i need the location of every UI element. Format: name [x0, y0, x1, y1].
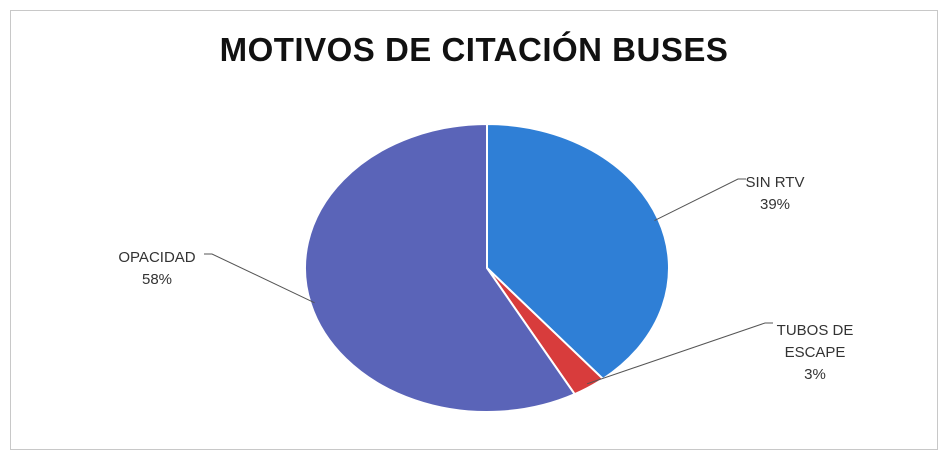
- chart-title: MOTIVOS DE CITACIÓN BUSES: [219, 31, 729, 68]
- data-label-percent: 58%: [142, 271, 172, 288]
- data-label-name: OPACIDAD: [118, 249, 195, 266]
- data-label-percent: 39%: [760, 196, 790, 213]
- data-label-name: SIN RTV: [746, 174, 805, 191]
- pie-slice-opacidad: [304, 122, 577, 413]
- data-label-name: TUBOS DE: [777, 322, 854, 339]
- leader-line: [204, 253, 315, 304]
- leader-line: [586, 322, 773, 385]
- data-label-name: ESCAPE: [785, 344, 846, 361]
- leader-line: [654, 178, 746, 222]
- data-label-percent: 3%: [804, 366, 826, 383]
